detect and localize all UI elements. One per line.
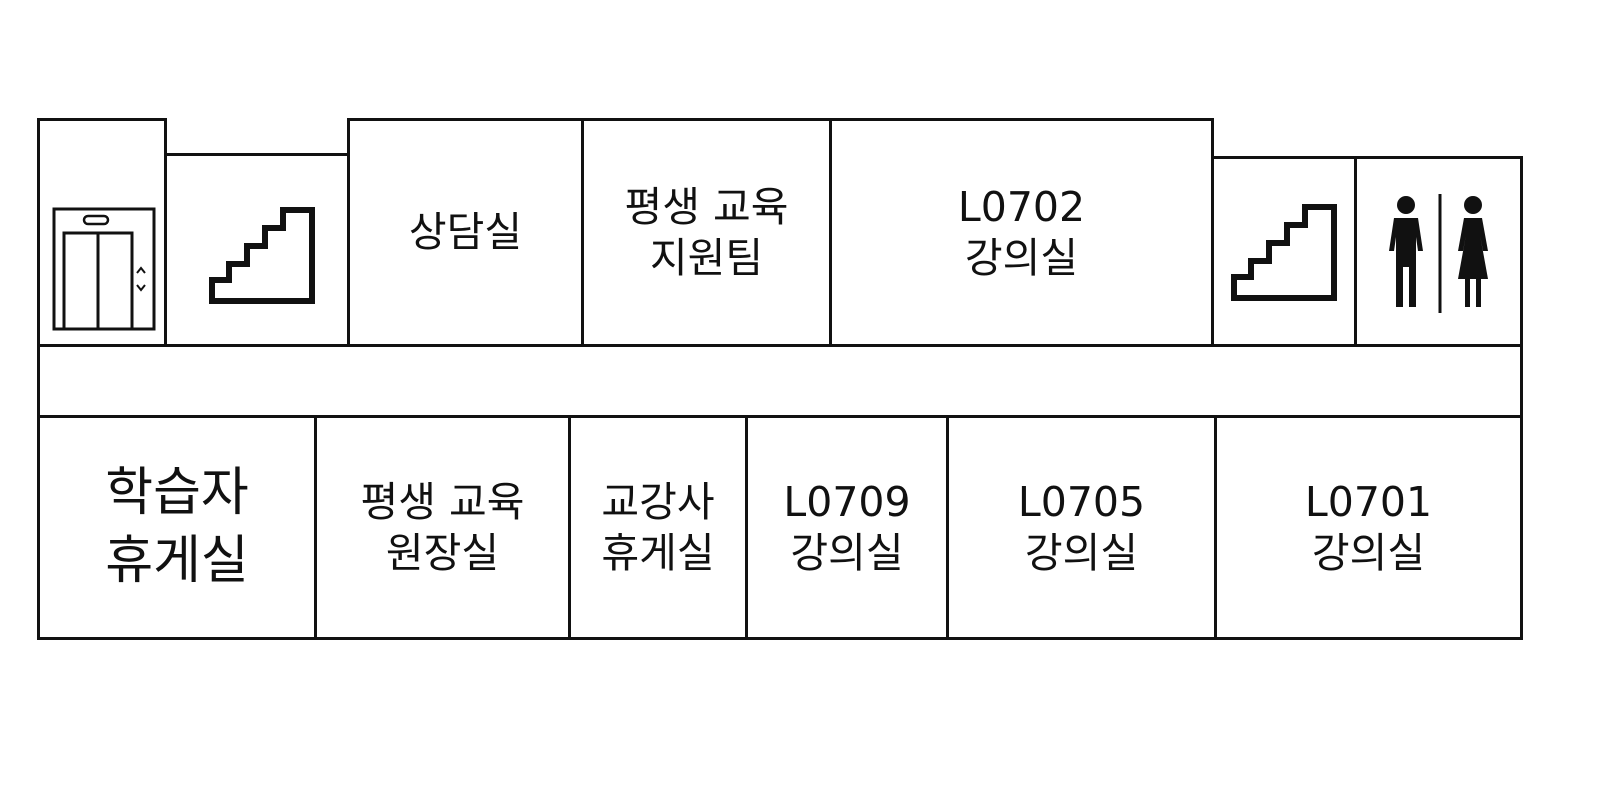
room-label: 학습자 (105, 462, 249, 523)
room-number: L0705 (1017, 478, 1146, 527)
stairs-left[interactable] (164, 153, 350, 347)
room-instructor-lounge[interactable]: 교강사 휴게실 (568, 415, 748, 640)
room-type: 강의실 (1311, 528, 1426, 577)
room-number: L0702 (957, 183, 1086, 232)
room-lifelong-support[interactable]: 평생 교육 지원팀 (581, 118, 832, 347)
room-label: 지원팀 (649, 233, 764, 282)
room-l0709[interactable]: L0709 강의실 (745, 415, 949, 640)
room-label: 평생 교육 (360, 478, 525, 527)
stairs-right[interactable] (1211, 156, 1357, 347)
room-counseling[interactable]: 상담실 (347, 118, 584, 347)
corridor (37, 344, 1523, 418)
stairs-icon (209, 207, 315, 304)
room-number: L0709 (783, 478, 911, 527)
room-l0705[interactable]: L0705 강의실 (946, 415, 1217, 640)
elevator-icon (52, 207, 156, 331)
room-label: 평생 교육 (624, 183, 789, 232)
room-type: 강의실 (790, 528, 904, 577)
room-label: 교강사 (601, 478, 715, 527)
room-label: 휴게실 (105, 530, 249, 591)
room-l0701[interactable]: L0701 강의실 (1214, 415, 1523, 640)
stairs-icon (1231, 204, 1337, 301)
room-label: 원장실 (385, 528, 500, 577)
restroom-icon (1389, 194, 1488, 313)
room-l0702[interactable]: L0702 강의실 (829, 118, 1214, 347)
room-label: 상담실 (408, 208, 523, 257)
room-type: 강의실 (1024, 528, 1139, 577)
room-number: L0701 (1304, 478, 1433, 527)
restroom[interactable] (1354, 156, 1523, 347)
room-type: 강의실 (964, 233, 1079, 282)
room-director-office[interactable]: 평생 교육 원장실 (314, 415, 571, 640)
elevator-room[interactable] (37, 118, 167, 347)
room-label: 휴게실 (601, 528, 715, 577)
room-learner-lounge[interactable]: 학습자 휴게실 (37, 415, 317, 640)
